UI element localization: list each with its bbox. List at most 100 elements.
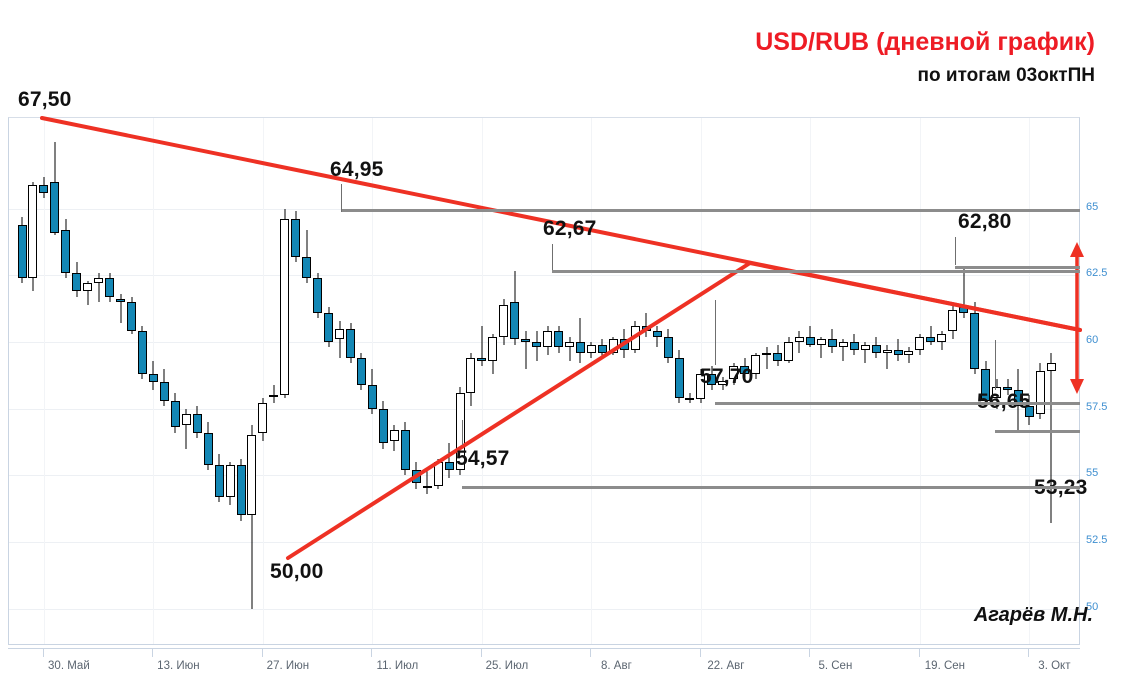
candlestick bbox=[137, 118, 147, 646]
candlestick-body bbox=[181, 414, 191, 425]
candlestick-body bbox=[871, 344, 881, 353]
candlestick-body bbox=[1046, 363, 1056, 372]
x-gridline bbox=[810, 118, 812, 644]
candlestick-body bbox=[1024, 406, 1034, 417]
candlestick-body bbox=[411, 470, 421, 484]
candlestick-body bbox=[860, 344, 870, 350]
candlestick bbox=[214, 118, 224, 646]
candlestick bbox=[937, 118, 947, 646]
level-62-80-tick bbox=[955, 237, 956, 265]
chart-subtitle: по итогам 03октПН bbox=[917, 64, 1095, 86]
x-axis-tick bbox=[590, 648, 592, 657]
y-axis-tick-label: 55 bbox=[1086, 467, 1099, 480]
candlestick-wick bbox=[426, 470, 428, 494]
candlestick bbox=[586, 118, 596, 646]
candlestick bbox=[773, 118, 783, 646]
candlestick bbox=[411, 118, 421, 646]
candlestick-body bbox=[554, 331, 564, 348]
x-axis: 30. Май 13. Июн 27. Июн 11. Июл 25. Июл 8. Ав… bbox=[8, 648, 1080, 681]
x-gridline bbox=[919, 118, 921, 644]
candlestick-body bbox=[1013, 390, 1023, 406]
candlestick-body bbox=[992, 387, 1002, 398]
y-axis-tick-label: 62.5 bbox=[1086, 267, 1108, 280]
candlestick-body bbox=[72, 272, 82, 292]
candlestick-body bbox=[28, 184, 38, 278]
candlestick-wick bbox=[886, 344, 888, 369]
candlestick-body bbox=[1035, 371, 1045, 414]
candlestick-body bbox=[247, 435, 257, 516]
candlestick bbox=[39, 118, 49, 646]
candlestick-body bbox=[236, 464, 246, 516]
candlestick-body bbox=[981, 368, 991, 401]
candlestick bbox=[1003, 118, 1012, 646]
candlestick-body bbox=[904, 351, 914, 356]
chart-title-pair: USD/RUB bbox=[755, 28, 870, 56]
level-57-70 bbox=[715, 402, 1080, 406]
candlestick-body bbox=[291, 219, 301, 257]
candlestick bbox=[192, 118, 202, 646]
candlestick-body bbox=[116, 299, 126, 302]
candlestick bbox=[335, 118, 345, 646]
candlestick-wick bbox=[645, 312, 647, 337]
candlestick bbox=[324, 118, 334, 646]
candlestick bbox=[105, 118, 115, 646]
candlestick-body bbox=[575, 342, 585, 353]
candlestick bbox=[597, 118, 607, 646]
candlestick-body bbox=[170, 400, 180, 428]
chart-title-timeframe: (дневной график) bbox=[876, 28, 1095, 56]
candlestick bbox=[685, 118, 695, 646]
candlestick bbox=[466, 118, 476, 646]
candlestick-body bbox=[61, 230, 71, 273]
candlestick-body bbox=[17, 224, 27, 278]
candlestick-body bbox=[367, 384, 377, 409]
candlestick bbox=[61, 118, 71, 646]
candlestick-body bbox=[324, 312, 334, 342]
candlestick bbox=[970, 118, 980, 646]
candlestick-body bbox=[663, 336, 673, 358]
candlestick-body bbox=[882, 350, 892, 353]
candlestick-wick bbox=[448, 443, 450, 478]
candlestick-body bbox=[280, 219, 290, 396]
candlestick bbox=[433, 118, 443, 646]
candlestick-body bbox=[816, 339, 826, 345]
candlestick-body bbox=[356, 358, 366, 385]
candlestick-body bbox=[510, 302, 520, 340]
label-50-00: 50,00 bbox=[270, 560, 324, 583]
x-axis-tick-label: 19. Сен bbox=[924, 660, 966, 672]
label-56-65: 56,65 bbox=[977, 390, 1031, 414]
candlestick bbox=[94, 118, 104, 646]
chart-plot-area bbox=[8, 117, 1080, 645]
candlestick bbox=[619, 118, 629, 646]
candlestick bbox=[1024, 118, 1034, 646]
candlestick bbox=[630, 118, 640, 646]
x-gridline bbox=[1029, 118, 1031, 644]
level-64-95-tick bbox=[341, 184, 342, 212]
x-axis-tick-label: 30. Май bbox=[48, 660, 90, 672]
candlestick bbox=[641, 118, 651, 646]
candlestick-body bbox=[565, 342, 574, 348]
candlestick bbox=[181, 118, 191, 646]
candlestick-body bbox=[477, 358, 487, 361]
candlestick-body bbox=[619, 339, 629, 350]
candlestick-wick bbox=[1050, 352, 1052, 523]
candlestick bbox=[882, 118, 892, 646]
x-gridline bbox=[262, 118, 264, 644]
candlestick bbox=[269, 118, 279, 646]
candlestick bbox=[378, 118, 388, 646]
candlestick bbox=[981, 118, 991, 646]
candlestick-body bbox=[926, 336, 936, 342]
candlestick-body bbox=[893, 350, 903, 356]
candlestick bbox=[247, 118, 257, 646]
candlestick-body bbox=[773, 352, 783, 361]
candlestick-body bbox=[608, 339, 618, 353]
level-62-67-tick bbox=[552, 244, 553, 270]
candlestick bbox=[444, 118, 454, 646]
candlestick-body bbox=[849, 342, 859, 350]
candlestick-wick bbox=[930, 326, 932, 345]
candlestick-body bbox=[499, 304, 509, 337]
candlestick bbox=[521, 118, 531, 646]
candlestick bbox=[762, 118, 772, 646]
candlestick bbox=[827, 118, 837, 646]
level-56-65-tick bbox=[995, 340, 996, 390]
x-axis-tick bbox=[480, 648, 482, 657]
